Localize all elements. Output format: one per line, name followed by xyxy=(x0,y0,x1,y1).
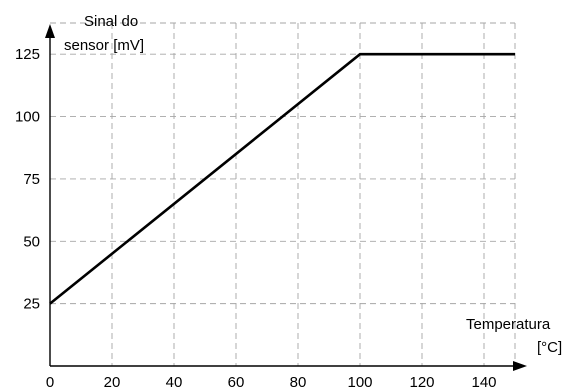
y-axis-arrow xyxy=(45,24,55,38)
y-axis-label-line-2: sensor [mV] xyxy=(64,37,144,54)
tick-labels: 0 20 40 60 80 100 120 140 25 50 75 100 125 xyxy=(15,46,497,390)
x-axis-arrow xyxy=(513,361,527,371)
series-group xyxy=(49,52,515,305)
x-tick-label-60: 60 xyxy=(228,374,245,390)
x-tick-label-0: 0 xyxy=(46,374,54,390)
grid xyxy=(50,22,516,366)
x-tick-label-20: 20 xyxy=(104,374,121,390)
y-tick-label-100: 100 xyxy=(15,109,40,126)
x-tick-label-80: 80 xyxy=(290,374,307,390)
y-tick-label-125: 125 xyxy=(15,46,40,63)
x-tick-label-100: 100 xyxy=(347,374,372,390)
x-axis-label-line-2: [°C] xyxy=(537,339,562,356)
y-tick-label-75: 75 xyxy=(23,171,40,188)
x-tick-label-140: 140 xyxy=(471,374,496,390)
axis-labels: Sinal do sensor [mV] Temperatura [°C] xyxy=(64,13,562,356)
y-tick-label-25: 25 xyxy=(23,296,40,313)
x-tick-label-40: 40 xyxy=(166,374,183,390)
series-line-0 xyxy=(49,52,515,305)
x-axis-label-line-1: Temperatura xyxy=(466,316,551,333)
y-axis-label-line-1: Sinal do xyxy=(84,13,138,30)
axes xyxy=(45,24,527,371)
y-tick-label-50: 50 xyxy=(23,233,40,250)
x-tick-label-120: 120 xyxy=(409,374,434,390)
